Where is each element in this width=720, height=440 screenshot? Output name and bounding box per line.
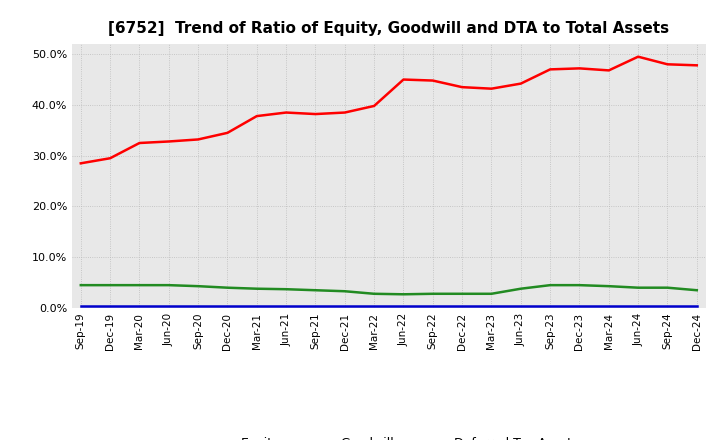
Goodwill [341, 304, 349, 309]
Goodwill [164, 304, 173, 309]
Goodwill [135, 304, 144, 309]
Deferred Tax Assets [164, 282, 173, 288]
Equity [428, 78, 437, 83]
Goodwill [311, 304, 320, 309]
Equity [223, 130, 232, 136]
Goodwill [546, 304, 554, 309]
Equity [693, 62, 701, 68]
Deferred Tax Assets [546, 282, 554, 288]
Deferred Tax Assets [634, 285, 642, 290]
Title: [6752]  Trend of Ratio of Equity, Goodwill and DTA to Total Assets: [6752] Trend of Ratio of Equity, Goodwil… [108, 21, 670, 36]
Goodwill [516, 304, 525, 309]
Line: Deferred Tax Assets: Deferred Tax Assets [81, 285, 697, 294]
Deferred Tax Assets [575, 282, 584, 288]
Goodwill [663, 304, 672, 309]
Deferred Tax Assets [516, 286, 525, 291]
Equity [370, 103, 379, 109]
Equity [194, 137, 202, 142]
Equity [253, 114, 261, 119]
Goodwill [194, 304, 202, 309]
Deferred Tax Assets [76, 282, 85, 288]
Goodwill [634, 304, 642, 309]
Legend: Equity, Goodwill, Deferred Tax Assets: Equity, Goodwill, Deferred Tax Assets [194, 432, 583, 440]
Deferred Tax Assets [223, 285, 232, 290]
Goodwill [282, 304, 290, 309]
Goodwill [370, 304, 379, 309]
Deferred Tax Assets [135, 282, 144, 288]
Deferred Tax Assets [282, 286, 290, 292]
Equity [663, 62, 672, 67]
Equity [341, 110, 349, 115]
Goodwill [575, 304, 584, 309]
Equity [605, 68, 613, 73]
Equity [634, 54, 642, 59]
Equity [399, 77, 408, 82]
Equity [516, 81, 525, 86]
Deferred Tax Assets [663, 285, 672, 290]
Equity [106, 156, 114, 161]
Deferred Tax Assets [311, 288, 320, 293]
Deferred Tax Assets [693, 288, 701, 293]
Deferred Tax Assets [106, 282, 114, 288]
Goodwill [693, 304, 701, 309]
Goodwill [605, 304, 613, 309]
Deferred Tax Assets [487, 291, 496, 297]
Deferred Tax Assets [253, 286, 261, 291]
Goodwill [487, 304, 496, 309]
Equity [164, 139, 173, 144]
Goodwill [223, 304, 232, 309]
Deferred Tax Assets [605, 283, 613, 289]
Goodwill [458, 304, 467, 309]
Deferred Tax Assets [458, 291, 467, 297]
Equity [458, 84, 467, 90]
Deferred Tax Assets [341, 289, 349, 294]
Equity [575, 66, 584, 71]
Equity [546, 67, 554, 72]
Deferred Tax Assets [428, 291, 437, 297]
Equity [311, 111, 320, 117]
Deferred Tax Assets [370, 291, 379, 297]
Deferred Tax Assets [194, 283, 202, 289]
Deferred Tax Assets [399, 292, 408, 297]
Equity [76, 161, 85, 166]
Goodwill [428, 304, 437, 309]
Equity [135, 140, 144, 146]
Goodwill [106, 304, 114, 309]
Equity [282, 110, 290, 115]
Equity [487, 86, 496, 92]
Goodwill [253, 304, 261, 309]
Line: Equity: Equity [81, 57, 697, 163]
Goodwill [399, 304, 408, 309]
Goodwill [76, 304, 85, 309]
